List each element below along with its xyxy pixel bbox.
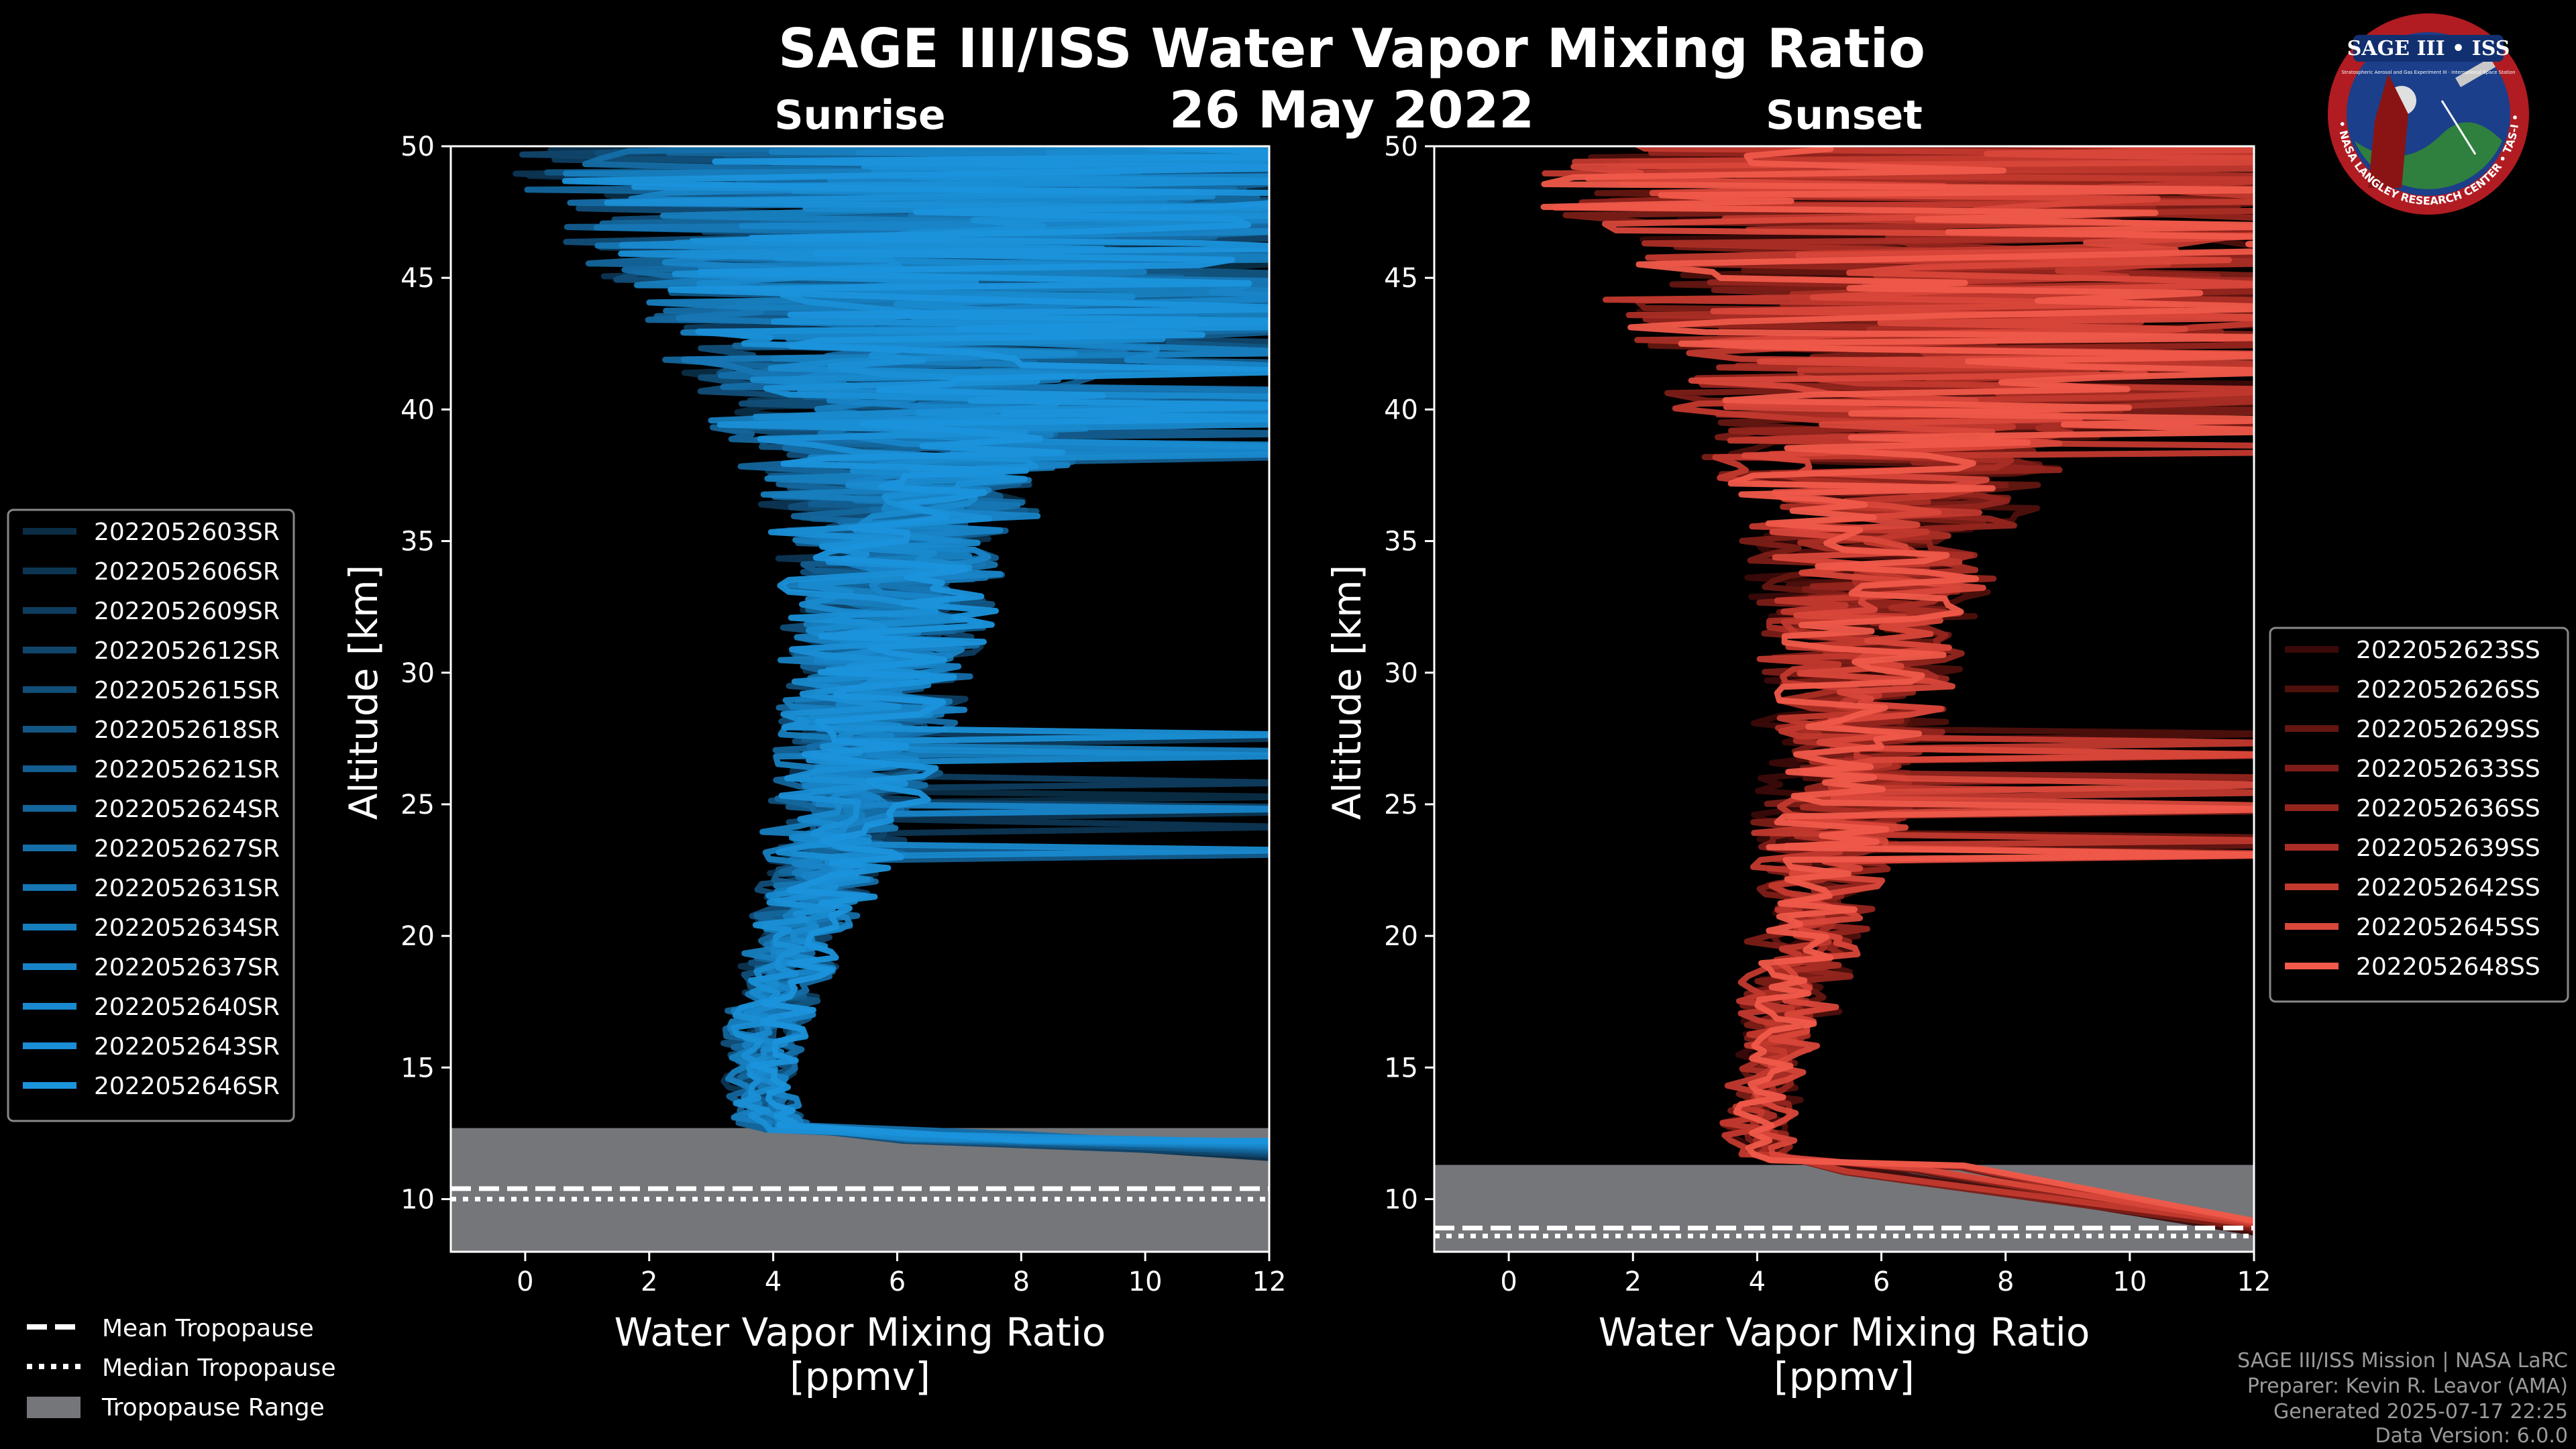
x-tick-label: 12	[2237, 1267, 2271, 1297]
x-tick-label: 6	[1873, 1267, 1890, 1297]
y-tick-label: 50	[400, 131, 435, 162]
sunrise-legend: 2022052603SR 2022052606SR 2022052609SR 2022…	[7, 508, 295, 1122]
legend-label-2022052648SS: 2022052648SS	[2356, 953, 2540, 981]
y-tick-label: 10	[400, 1185, 435, 1216]
sunrise-x-axis-label: Water Vapor Mixing Ratio	[614, 1309, 1106, 1355]
y-tick-label: 15	[400, 1053, 435, 1083]
sunset-legend: 2022052623SS 2022052626SS 2022052629SS 2022…	[2269, 627, 2569, 1003]
sunrise-x-axis-unit: [ppmv]	[790, 1354, 930, 1399]
figure-date: 26 May 2022	[1169, 80, 1534, 140]
legend-label-2022052643SR: 2022052643SR	[94, 1033, 280, 1061]
sunrise-panel: Sunrise 0 2 4 6 8 10 12 10 15 20 25 30 35 40 45 50 Water …	[341, 92, 1287, 1399]
sunrise-y-axis-label: Altitude [km]	[341, 565, 386, 820]
median-tropopause-label: Median Tropopause	[102, 1354, 336, 1382]
sunset-x-axis-unit: [ppmv]	[1774, 1354, 1915, 1399]
mean-tropopause-label: Mean Tropopause	[102, 1315, 314, 1342]
sunrise-title: Sunrise	[774, 92, 945, 139]
legend-label-2022052629SS: 2022052629SS	[2356, 716, 2540, 743]
x-tick-label: 2	[641, 1267, 657, 1297]
y-tick-label: 30	[1384, 658, 1418, 689]
legend-label-2022052631SR: 2022052631SR	[94, 875, 280, 902]
credit-line-4: Data Version: 6.0.0	[2375, 1424, 2568, 1448]
profile-line-2022052640SR	[619, 146, 1269, 1146]
x-tick-label: 0	[517, 1267, 533, 1297]
tropopause-range-swatch	[27, 1397, 80, 1418]
legend-label-2022052642SS: 2022052642SS	[2356, 874, 2540, 902]
sunrise-axes-frame	[449, 145, 1271, 1253]
y-tick-label: 20	[400, 921, 435, 952]
legend-label-2022052640SR: 2022052640SR	[94, 994, 280, 1021]
legend-label-2022052633SS: 2022052633SS	[2356, 755, 2540, 783]
y-tick-label: 40	[400, 394, 435, 425]
credit-line-3: Generated 2025-07-17 22:25	[2273, 1400, 2568, 1424]
y-tick-label: 40	[1384, 394, 1418, 425]
credit-line-1: SAGE III/ISS Mission | NASA LaRC	[2237, 1349, 2568, 1373]
credit-line-2: Preparer: Kevin R. Leavor (AMA)	[2247, 1375, 2568, 1398]
x-tick-label: 12	[1252, 1267, 1287, 1297]
y-tick-label: 25	[400, 790, 435, 820]
logo-iss-icon	[2455, 58, 2496, 87]
tropopause-legend: Mean Tropopause Median Tropopause Tropop…	[27, 1315, 336, 1421]
sunset-profiles	[1540, 146, 2254, 1236]
legend-box	[7, 508, 295, 1122]
y-tick-label: 30	[400, 658, 435, 689]
legend-label-2022052646SR: 2022052646SR	[94, 1073, 280, 1100]
y-tick-label: 20	[1384, 921, 1418, 952]
legend-label-2022052627SR: 2022052627SR	[94, 835, 280, 863]
logo-text: SAGE III • ISS	[2347, 37, 2510, 60]
credits: SAGE III/ISS Mission | NASA LaRC Prepare…	[2237, 1349, 2568, 1448]
profile-line-2022052646SR	[561, 146, 1269, 1144]
legend-label-2022052639SS: 2022052639SS	[2356, 835, 2540, 862]
y-tick-label: 35	[400, 527, 435, 557]
y-tick-label: 50	[1384, 131, 1418, 162]
legend-label-2022052636SS: 2022052636SS	[2356, 795, 2540, 822]
logo-beam-icon	[2440, 100, 2477, 155]
sunset-x-axis-label: Water Vapor Mixing Ratio	[1599, 1309, 2090, 1355]
legend-box	[2269, 627, 2569, 1003]
sunset-title: Sunset	[1766, 92, 1923, 139]
sunrise-profiles	[513, 146, 1269, 1161]
sunset-panel: Sunset 0 2 4 6 8 10 12 10 15 20 25 30 35 40 45 50 Water V…	[1324, 92, 2271, 1399]
x-tick-label: 0	[1500, 1267, 1517, 1297]
logo-figure-icon	[2368, 74, 2408, 188]
legend-label-2022052603SR: 2022052603SR	[94, 519, 280, 546]
legend-label-2022052623SS: 2022052623SS	[2356, 637, 2540, 664]
figure-title: SAGE III/ISS Water Vapor Mixing Ratio	[778, 17, 1925, 80]
x-tick-label: 8	[1997, 1267, 2014, 1297]
y-tick-label: 10	[1384, 1185, 1418, 1216]
y-tick-label: 15	[1384, 1053, 1418, 1083]
legend-label-2022052645SS: 2022052645SS	[2356, 914, 2540, 941]
legend-label-2022052606SR: 2022052606SR	[94, 558, 280, 586]
x-tick-label: 10	[1128, 1267, 1163, 1297]
x-tick-label: 10	[2112, 1267, 2147, 1297]
legend-label-2022052609SR: 2022052609SR	[94, 598, 280, 625]
sunset-axes-frame	[1433, 145, 2255, 1253]
legend-label-2022052615SR: 2022052615SR	[94, 677, 280, 704]
profile-line-2022052648SS	[1540, 146, 2254, 1224]
logo-subtext: Stratospheric Aerosol and Gas Experiment…	[2341, 70, 2515, 75]
y-tick-label: 45	[400, 263, 435, 294]
y-tick-label: 35	[1384, 527, 1418, 557]
legend-label-2022052626SS: 2022052626SS	[2356, 676, 2540, 704]
legend-label-2022052624SR: 2022052624SR	[94, 796, 280, 823]
legend-label-2022052612SR: 2022052612SR	[94, 637, 280, 665]
legend-label-2022052637SR: 2022052637SR	[94, 954, 280, 981]
x-tick-label: 6	[889, 1267, 906, 1297]
y-tick-label: 25	[1384, 790, 1418, 820]
x-tick-label: 8	[1013, 1267, 1030, 1297]
logo-banner	[2353, 35, 2504, 62]
x-tick-label: 2	[1625, 1267, 1642, 1297]
sage-iss-logo: SAGE III • ISS Stratospheric Aerosol and…	[2328, 13, 2529, 215]
sunset-y-axis-label: Altitude [km]	[1324, 565, 1370, 820]
legend-label-2022052621SR: 2022052621SR	[94, 756, 280, 784]
x-tick-label: 4	[765, 1267, 782, 1297]
x-tick-label: 4	[1749, 1267, 1766, 1297]
y-tick-label: 45	[1384, 263, 1418, 294]
legend-label-2022052618SR: 2022052618SR	[94, 716, 280, 744]
tropopause-range-label: Tropopause Range	[101, 1394, 325, 1421]
legend-label-2022052634SR: 2022052634SR	[94, 914, 280, 942]
